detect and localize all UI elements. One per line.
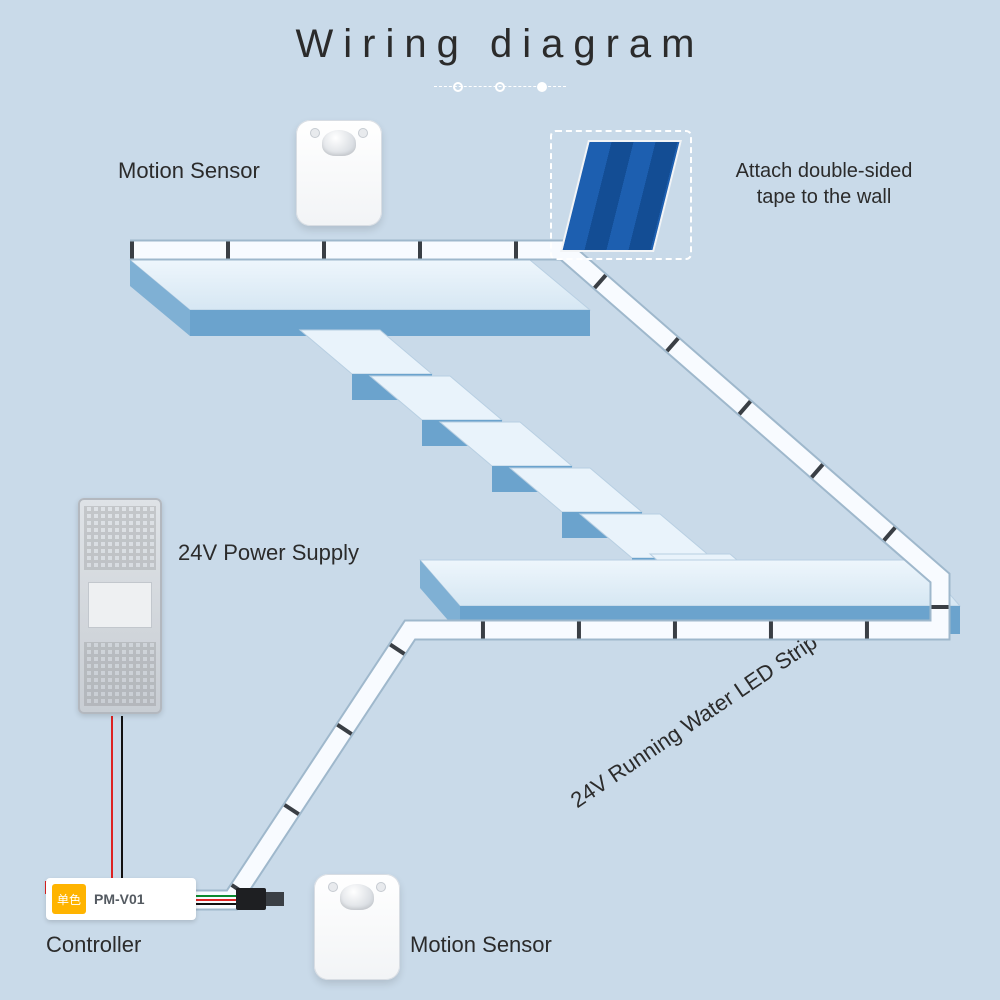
- controller-model: PM-V01: [94, 891, 145, 907]
- sensor-knob-icon: [310, 128, 320, 138]
- double-sided-tape-icon: [560, 140, 682, 252]
- motion-sensor-top: [296, 120, 382, 226]
- psu-grille-icon: [84, 642, 156, 706]
- controller: 单色 PM-V01: [46, 878, 196, 920]
- power-supply: [78, 498, 162, 714]
- sensor-knob-icon: [358, 128, 368, 138]
- psu-grille-icon: [84, 506, 156, 570]
- tape-box: [550, 130, 692, 260]
- controller-tag: 单色: [52, 884, 86, 914]
- pir-dome-icon: [340, 884, 374, 910]
- psu-labelplate: [88, 582, 152, 628]
- pir-dome-icon: [322, 130, 356, 156]
- motion-sensor-bottom: [314, 874, 400, 980]
- sensor-knob-icon: [376, 882, 386, 892]
- sensor-knob-icon: [328, 882, 338, 892]
